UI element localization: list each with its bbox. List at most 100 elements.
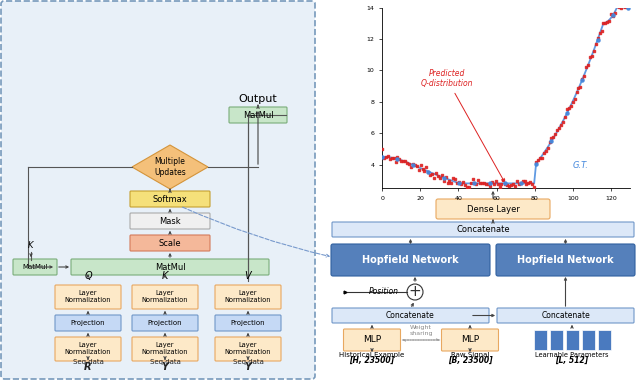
Text: Predicted
Q-distribution: Predicted Q-distribution [420,69,504,182]
Point [623,5,634,11]
FancyBboxPatch shape [229,107,287,123]
FancyBboxPatch shape [71,259,269,275]
Point [510,182,520,188]
Point [616,5,626,11]
Point [479,180,489,186]
Point [492,181,502,187]
Point [548,134,559,140]
Point [547,135,557,141]
Text: Concatenate: Concatenate [456,225,510,234]
Point [450,176,460,182]
FancyBboxPatch shape [215,285,281,309]
Point [554,125,564,131]
Point [425,172,435,178]
Point [467,176,477,182]
Point [483,181,493,187]
Point [500,180,510,187]
Circle shape [407,284,423,300]
Point [529,184,540,190]
Point [454,180,464,186]
Point [556,122,566,128]
Text: Seq data: Seq data [232,359,264,365]
Point [566,103,576,109]
Point [577,76,588,82]
FancyBboxPatch shape [332,222,634,237]
Point [400,158,410,164]
Point [612,3,622,10]
FancyBboxPatch shape [132,285,198,309]
Text: Hopfield Network: Hopfield Network [517,255,614,265]
FancyBboxPatch shape [55,337,121,361]
Text: Layer
Normalization: Layer Normalization [225,342,271,356]
Point [610,10,620,16]
FancyBboxPatch shape [215,315,281,331]
Point [423,168,433,174]
Point [564,105,574,111]
Point [379,155,389,161]
Point [522,181,532,187]
Point [543,145,553,151]
Text: Seq data: Seq data [150,359,180,365]
Point [504,183,515,189]
Point [500,181,510,187]
Point [429,175,439,181]
Point [377,146,387,152]
Point [494,184,504,190]
Point [604,18,614,24]
Point [587,53,597,59]
Text: [L, 512]: [L, 512] [556,356,589,365]
Point [516,180,526,187]
Point [506,182,516,188]
Text: Layer
Normalization: Layer Normalization [141,342,188,356]
Point [518,177,528,184]
Point [452,180,462,186]
Point [408,161,418,167]
Point [469,180,479,186]
Point [512,177,522,184]
Text: Multiple
Updates: Multiple Updates [154,157,186,177]
Text: MatMul: MatMul [243,111,273,119]
Point [596,28,607,34]
Point [570,96,580,102]
Point [427,171,437,177]
Point [602,19,612,25]
Point [527,181,538,187]
Point [593,35,603,41]
FancyBboxPatch shape [550,330,563,350]
FancyBboxPatch shape [55,285,121,309]
FancyBboxPatch shape [497,308,634,323]
Text: Concatenate: Concatenate [386,311,435,320]
Point [442,180,452,186]
Point [448,175,458,181]
Point [417,166,428,172]
Point [481,180,491,187]
Point [435,174,445,180]
Text: MLP: MLP [461,336,479,345]
FancyBboxPatch shape [436,199,550,219]
Point [502,182,513,188]
Point [475,180,485,186]
Point [421,164,431,170]
Text: Mask: Mask [159,217,181,225]
Text: Projection: Projection [148,320,182,326]
Point [460,182,470,188]
Point [438,178,449,184]
Text: Projection: Projection [230,320,266,326]
Point [514,181,524,187]
Point [458,179,468,185]
Point [552,127,563,133]
Text: MatMul: MatMul [22,264,48,270]
Point [614,4,624,10]
Point [537,155,547,161]
Point [585,54,595,60]
Point [520,177,530,184]
Point [498,177,508,183]
Text: V: V [244,271,252,281]
Text: Hopfield Network: Hopfield Network [362,255,459,265]
FancyBboxPatch shape [130,191,210,207]
Point [621,0,632,4]
Point [484,183,495,189]
Text: Learnable Parameters: Learnable Parameters [535,352,609,358]
FancyBboxPatch shape [55,315,121,331]
FancyBboxPatch shape [534,330,547,350]
